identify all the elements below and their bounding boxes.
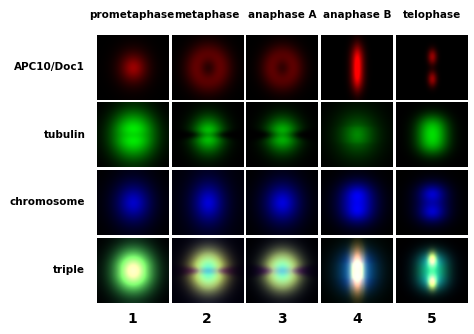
Text: 4: 4 xyxy=(352,312,362,326)
Text: telophase: telophase xyxy=(403,10,461,20)
Text: prometaphase: prometaphase xyxy=(90,10,175,20)
Text: 3: 3 xyxy=(277,312,287,326)
Text: 1: 1 xyxy=(128,312,137,326)
Text: metaphase: metaphase xyxy=(174,10,240,20)
Text: 5: 5 xyxy=(427,312,437,326)
Text: triple: triple xyxy=(53,265,85,275)
Text: anaphase A: anaphase A xyxy=(248,10,316,20)
Text: 2: 2 xyxy=(202,312,212,326)
Text: chromosome: chromosome xyxy=(10,197,85,207)
Text: anaphase B: anaphase B xyxy=(323,10,391,20)
Text: APC10/Doc1: APC10/Doc1 xyxy=(14,62,85,72)
Text: tubulin: tubulin xyxy=(44,130,85,140)
